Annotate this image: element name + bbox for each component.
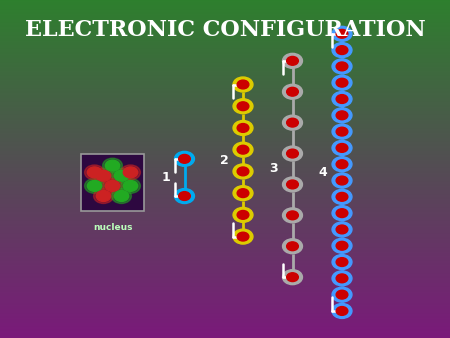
Circle shape: [332, 92, 352, 106]
Circle shape: [85, 178, 104, 193]
Text: ELECTRONIC CONFIGURATION: ELECTRONIC CONFIGURATION: [25, 19, 425, 42]
Circle shape: [287, 211, 298, 220]
Circle shape: [332, 304, 352, 318]
Circle shape: [179, 192, 190, 200]
Circle shape: [332, 43, 352, 57]
Circle shape: [103, 178, 122, 193]
Circle shape: [233, 120, 253, 136]
Circle shape: [283, 239, 302, 254]
Circle shape: [123, 167, 138, 178]
Circle shape: [112, 168, 131, 183]
Circle shape: [336, 127, 348, 136]
Circle shape: [237, 124, 249, 132]
Circle shape: [336, 29, 348, 38]
Circle shape: [332, 173, 352, 188]
Circle shape: [85, 165, 104, 180]
Circle shape: [332, 255, 352, 269]
Circle shape: [105, 180, 120, 191]
Circle shape: [96, 170, 111, 181]
Circle shape: [332, 206, 352, 221]
Circle shape: [332, 271, 352, 286]
Circle shape: [336, 290, 348, 299]
Circle shape: [283, 208, 302, 223]
Circle shape: [94, 168, 113, 183]
Circle shape: [332, 157, 352, 172]
Circle shape: [283, 53, 302, 68]
Circle shape: [336, 209, 348, 218]
Text: 4: 4: [319, 166, 328, 179]
Circle shape: [123, 180, 138, 191]
Circle shape: [283, 84, 302, 99]
Circle shape: [336, 225, 348, 234]
Circle shape: [233, 77, 253, 92]
Circle shape: [336, 95, 348, 103]
Circle shape: [332, 26, 352, 41]
Circle shape: [175, 151, 194, 166]
Circle shape: [336, 192, 348, 201]
Circle shape: [336, 307, 348, 315]
Circle shape: [332, 108, 352, 123]
Circle shape: [287, 149, 298, 158]
Circle shape: [237, 80, 249, 89]
Circle shape: [114, 191, 129, 201]
FancyBboxPatch shape: [81, 154, 144, 211]
Circle shape: [332, 75, 352, 90]
Circle shape: [283, 146, 302, 161]
Circle shape: [332, 141, 352, 155]
Circle shape: [336, 176, 348, 185]
Circle shape: [237, 232, 249, 241]
Circle shape: [332, 287, 352, 302]
Circle shape: [179, 154, 190, 163]
Circle shape: [332, 238, 352, 253]
Circle shape: [233, 142, 253, 157]
Circle shape: [175, 189, 194, 203]
Circle shape: [287, 242, 298, 251]
Circle shape: [287, 180, 298, 189]
Circle shape: [121, 178, 140, 193]
Circle shape: [237, 167, 249, 176]
Circle shape: [237, 145, 249, 154]
Circle shape: [283, 115, 302, 130]
Circle shape: [287, 87, 298, 96]
Circle shape: [87, 180, 102, 191]
Circle shape: [287, 56, 298, 65]
Circle shape: [332, 222, 352, 237]
Circle shape: [287, 273, 298, 282]
Circle shape: [96, 191, 111, 201]
Circle shape: [233, 208, 253, 222]
Circle shape: [332, 59, 352, 74]
Circle shape: [336, 274, 348, 283]
Circle shape: [121, 165, 140, 180]
Circle shape: [332, 189, 352, 204]
Text: 2: 2: [220, 154, 229, 167]
Circle shape: [237, 189, 249, 197]
Circle shape: [94, 189, 113, 203]
Circle shape: [336, 241, 348, 250]
Circle shape: [336, 78, 348, 87]
Circle shape: [336, 160, 348, 169]
Circle shape: [237, 211, 249, 219]
Circle shape: [233, 164, 253, 179]
Circle shape: [336, 144, 348, 152]
Text: 3: 3: [270, 163, 278, 175]
Circle shape: [336, 111, 348, 120]
Circle shape: [105, 160, 120, 171]
Circle shape: [233, 229, 253, 244]
Circle shape: [114, 170, 129, 181]
Text: 1: 1: [162, 171, 170, 184]
Circle shape: [336, 46, 348, 54]
Circle shape: [233, 186, 253, 201]
Circle shape: [103, 158, 122, 173]
Circle shape: [336, 62, 348, 71]
Circle shape: [336, 258, 348, 266]
Circle shape: [283, 270, 302, 285]
Circle shape: [233, 99, 253, 114]
Circle shape: [87, 167, 102, 178]
Circle shape: [287, 118, 298, 127]
Circle shape: [112, 189, 131, 203]
Circle shape: [237, 102, 249, 111]
Text: nucleus: nucleus: [93, 223, 132, 232]
Circle shape: [283, 177, 302, 192]
Circle shape: [332, 124, 352, 139]
